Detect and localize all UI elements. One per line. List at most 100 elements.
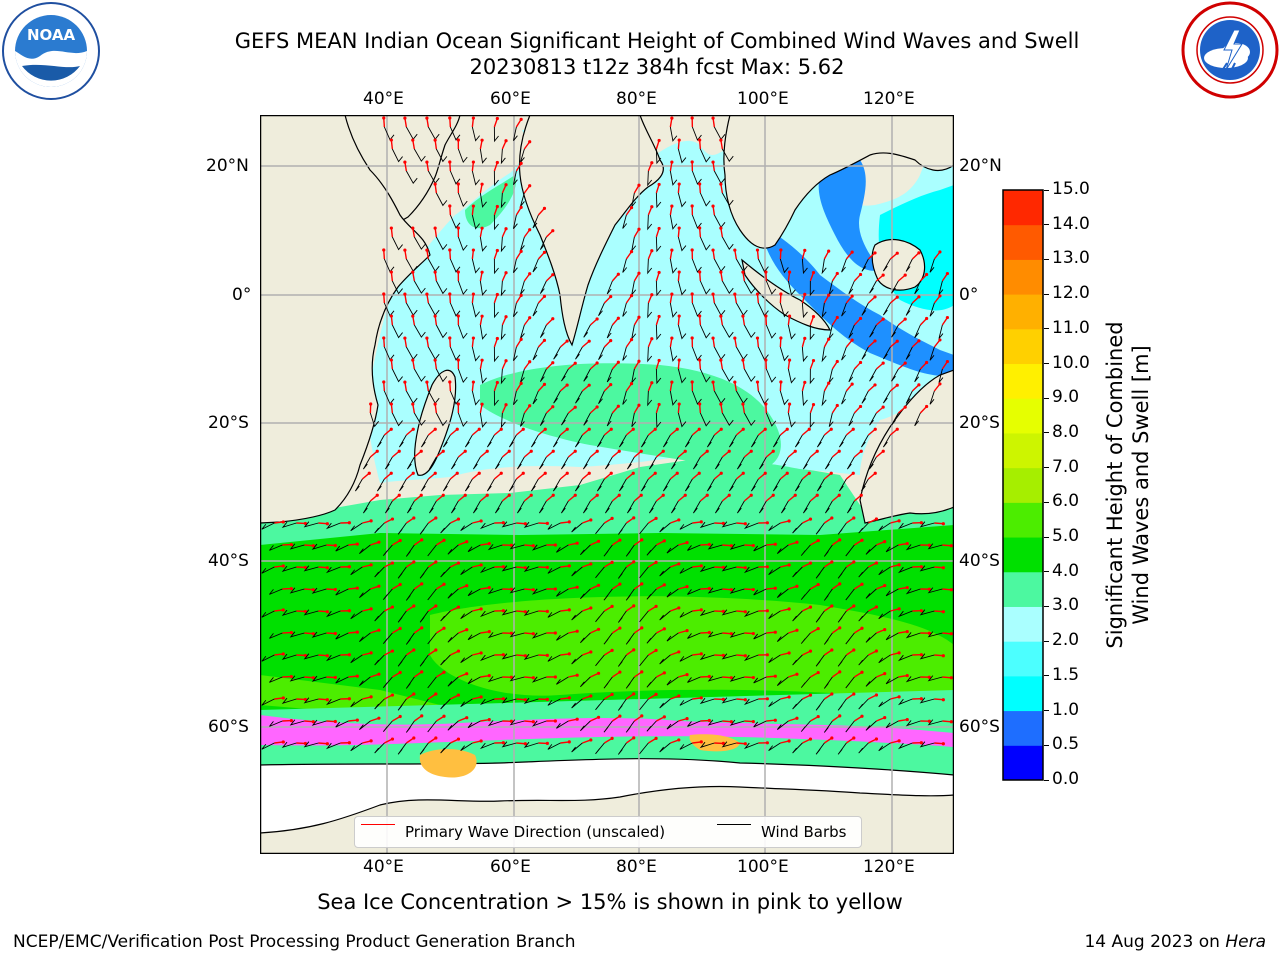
wind-barb bbox=[721, 280, 734, 294]
wave-arrow-head bbox=[690, 204, 694, 208]
wave-arrow-head bbox=[640, 670, 644, 674]
wave-arrow-head bbox=[765, 565, 769, 569]
wave-arrow-head bbox=[355, 542, 359, 546]
wind-barb bbox=[815, 698, 825, 711]
wind-barb bbox=[753, 544, 767, 552]
wave-arrow-head bbox=[456, 561, 461, 565]
wave-arrow-head bbox=[830, 516, 834, 520]
wave-arrow-head bbox=[941, 742, 945, 746]
wave-arrow-head bbox=[699, 608, 703, 612]
wave-arrow-head bbox=[528, 360, 532, 364]
wave-arrow-head bbox=[389, 138, 393, 142]
wave-arrow-head bbox=[852, 604, 856, 608]
wind-barb bbox=[413, 368, 426, 382]
wave-arrow-head bbox=[925, 272, 929, 277]
wind-barb bbox=[684, 434, 693, 448]
wave-arrow-head bbox=[919, 697, 923, 701]
wind-barb bbox=[512, 390, 518, 405]
wind-barb bbox=[897, 610, 913, 618]
colorbar-tick-label: 5.0 bbox=[1052, 526, 1080, 547]
wave-arrow-head bbox=[707, 718, 711, 723]
wind-barb bbox=[405, 632, 415, 645]
wave-arrow-head bbox=[425, 292, 429, 296]
wave-arrow-head bbox=[567, 740, 571, 744]
wave-arrow-head bbox=[657, 358, 661, 363]
colorbar-tick-mark bbox=[1044, 571, 1049, 573]
wind-barb bbox=[625, 676, 635, 689]
wave-arrow-head bbox=[382, 336, 386, 340]
wind-barb bbox=[648, 456, 657, 470]
wind-barb bbox=[413, 236, 426, 250]
wind-barb bbox=[580, 676, 591, 688]
wind-barb bbox=[471, 170, 480, 186]
wind-barb bbox=[397, 522, 407, 535]
wave-arrow-head bbox=[347, 697, 351, 701]
wind-barb bbox=[669, 170, 678, 186]
wave-arrow-head bbox=[390, 561, 395, 565]
wind-barb bbox=[335, 588, 349, 596]
wave-arrow-head bbox=[419, 493, 423, 497]
wave-arrow-head bbox=[389, 270, 393, 274]
wind-barb bbox=[753, 720, 767, 728]
australia bbox=[859, 369, 954, 524]
wind-barb bbox=[938, 324, 944, 339]
wave-arrow-head bbox=[575, 585, 579, 589]
wave-arrow-head bbox=[499, 427, 503, 431]
wave-arrow-head bbox=[779, 336, 783, 340]
wave-arrow-head bbox=[850, 294, 854, 298]
wind-barb bbox=[858, 610, 869, 622]
wave-arrow-head bbox=[816, 626, 820, 631]
wind-barb bbox=[547, 522, 561, 530]
wave-arrow-head bbox=[697, 427, 701, 431]
wind-barb bbox=[325, 566, 341, 574]
wave-arrow-head bbox=[434, 604, 438, 608]
wind-barb bbox=[596, 434, 605, 448]
wind-barb bbox=[413, 412, 426, 426]
wind-barb bbox=[450, 456, 459, 470]
wave-arrow-head bbox=[480, 314, 484, 318]
wind-barb bbox=[824, 456, 833, 470]
wave-arrow-head bbox=[448, 204, 452, 208]
wind-barb bbox=[919, 565, 935, 572]
wave-arrow-head bbox=[596, 671, 601, 675]
wave-arrow-head bbox=[433, 427, 437, 431]
wind-barb bbox=[743, 280, 756, 295]
wind-barb bbox=[639, 566, 649, 579]
wind-barb bbox=[736, 456, 745, 470]
wave-arrow-head bbox=[610, 648, 614, 652]
wave-arrow-head bbox=[941, 698, 945, 702]
wave-arrow-head bbox=[733, 380, 737, 384]
wave-arrow-head bbox=[765, 521, 769, 525]
wave-arrow-head bbox=[531, 544, 535, 548]
wave-arrow-head bbox=[897, 739, 901, 743]
wave-arrow-head bbox=[434, 692, 438, 696]
wind-barb bbox=[406, 500, 415, 514]
wave-arrow-head bbox=[807, 471, 811, 475]
wave-arrow-head bbox=[657, 270, 661, 275]
wind-barb bbox=[800, 676, 811, 688]
wave-arrow-head bbox=[610, 736, 614, 740]
wave-arrow-head bbox=[382, 380, 386, 384]
wave-arrow-head bbox=[938, 338, 942, 342]
wind-barb bbox=[523, 697, 539, 705]
colorbar-segment bbox=[1003, 363, 1043, 399]
wave-arrow-head bbox=[811, 402, 816, 407]
wind-barb bbox=[816, 434, 825, 448]
wave-arrow-head bbox=[390, 517, 395, 521]
wave-arrow-head bbox=[509, 719, 513, 723]
wind-barb bbox=[905, 544, 921, 551]
wave-arrow-head bbox=[860, 582, 864, 586]
wind-barb bbox=[449, 170, 461, 185]
wind-barb bbox=[382, 588, 393, 600]
wind-barb bbox=[447, 632, 459, 643]
wind-barb bbox=[479, 192, 487, 208]
wave-arrow-head bbox=[707, 674, 711, 679]
colorbar-segment bbox=[1003, 467, 1043, 503]
wave-arrow-head bbox=[779, 292, 783, 296]
wind-barb bbox=[603, 676, 613, 689]
wind-barb bbox=[471, 126, 480, 142]
wave-arrow-head bbox=[545, 521, 549, 526]
wind-barb bbox=[792, 522, 803, 534]
wind-barb bbox=[721, 324, 734, 338]
wave-arrow-head bbox=[640, 626, 644, 630]
